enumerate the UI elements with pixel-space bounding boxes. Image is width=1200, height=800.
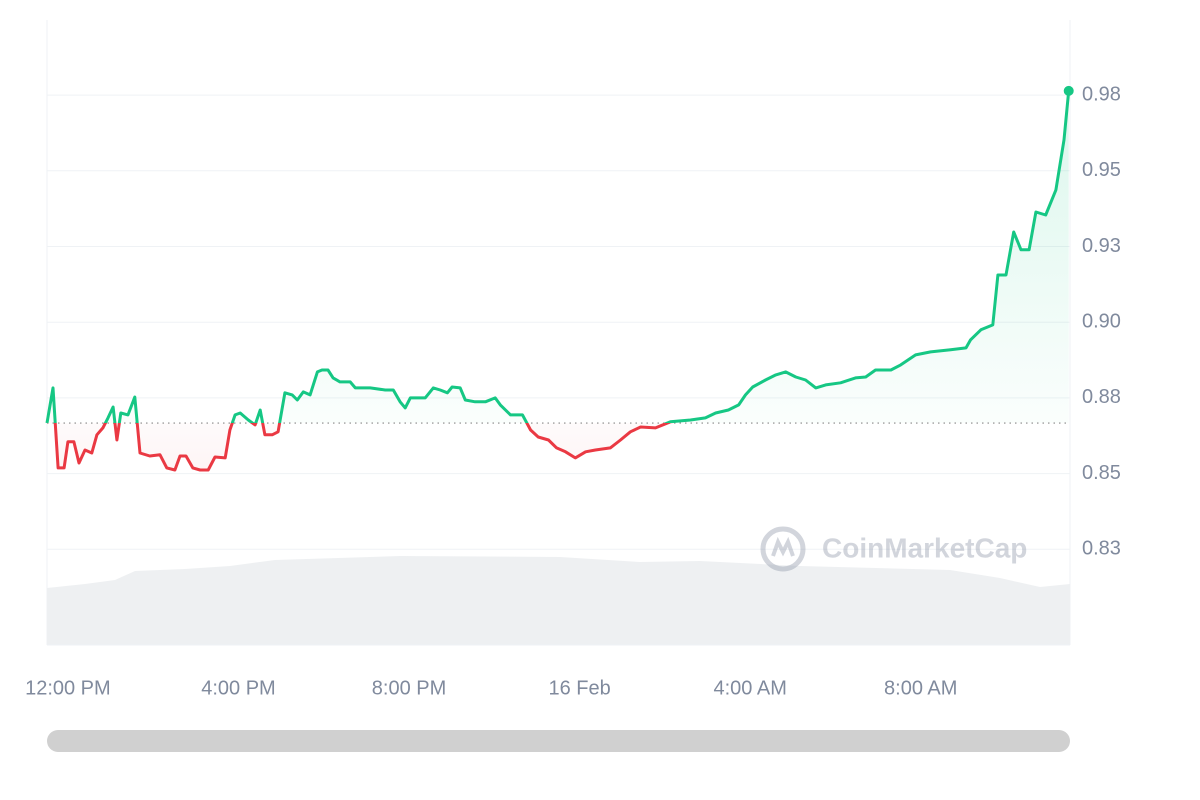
watermark-text: CoinMarketCap bbox=[822, 532, 1027, 563]
last-point bbox=[1063, 85, 1074, 96]
volume-silhouette bbox=[47, 556, 1070, 645]
area-fill bbox=[47, 90, 1069, 471]
x-tick-label: 16 Feb bbox=[548, 677, 610, 699]
x-tick-label: 4:00 AM bbox=[713, 677, 786, 699]
x-tick-label: 12:00 PM bbox=[25, 677, 111, 699]
y-tick-label: 0.88 bbox=[1082, 386, 1121, 408]
watermark: CoinMarketCap bbox=[760, 526, 1027, 572]
y-tick-label: 0.98 bbox=[1082, 83, 1121, 105]
y-tick-label: 0.93 bbox=[1082, 235, 1121, 257]
watermark-logo bbox=[760, 526, 806, 572]
y-tick-label: 0.95 bbox=[1082, 159, 1121, 181]
scrollbar[interactable] bbox=[47, 730, 1070, 752]
x-tick-label: 4:00 PM bbox=[201, 677, 275, 699]
y-tick-label: 0.90 bbox=[1082, 310, 1121, 332]
y-tick-label: 0.83 bbox=[1082, 538, 1121, 560]
x-tick-label: 8:00 AM bbox=[884, 677, 957, 699]
x-tick-label: 8:00 PM bbox=[372, 677, 446, 699]
price-line bbox=[45, 90, 1071, 472]
y-tick-label: 0.85 bbox=[1082, 462, 1121, 484]
watermark-logo bbox=[771, 536, 795, 557]
